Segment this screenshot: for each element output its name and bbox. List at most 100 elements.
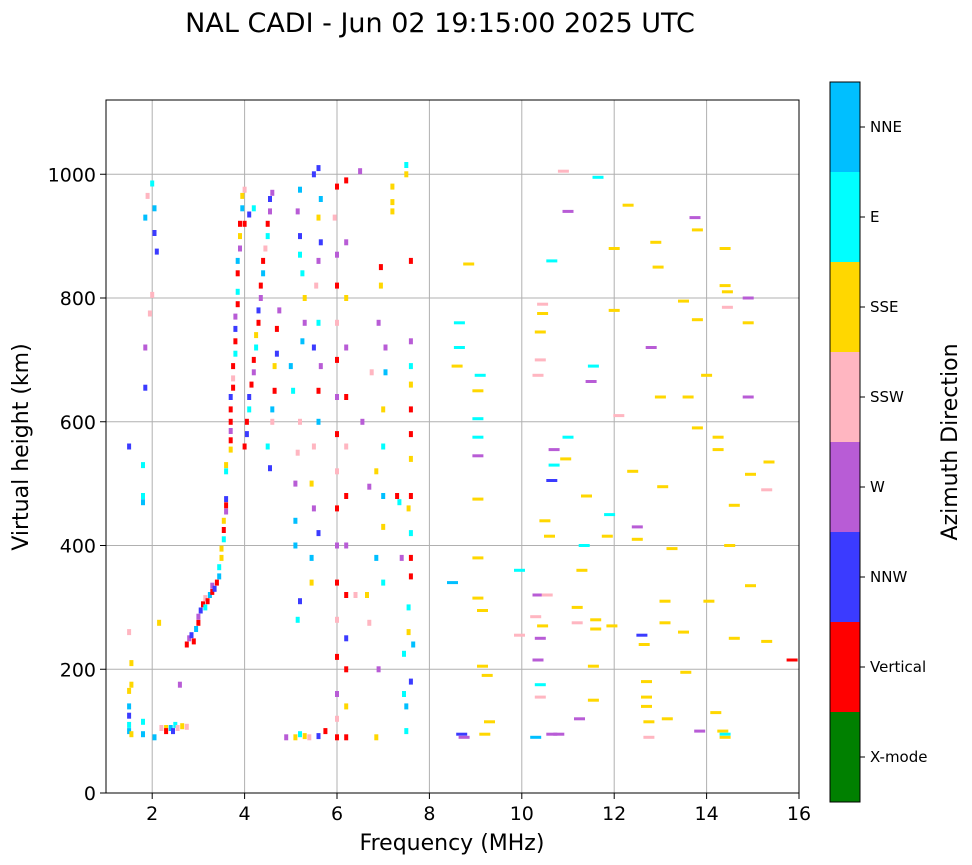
- echo-mark: [381, 523, 386, 530]
- echo-mark: [129, 660, 134, 667]
- echo-mark: [228, 437, 233, 444]
- echo-mark: [344, 666, 349, 673]
- colorbar-segment: [830, 712, 860, 802]
- echo-mark: [344, 703, 349, 710]
- echo-mark: [719, 732, 731, 736]
- echo-mark: [661, 717, 673, 721]
- echo-mark: [541, 593, 553, 597]
- echo-mark: [184, 641, 189, 648]
- echo-mark: [219, 545, 224, 552]
- echo-mark: [742, 321, 754, 325]
- echo-mark: [374, 468, 379, 475]
- echo-mark: [258, 295, 263, 301]
- x-tick-label: 14: [695, 803, 719, 825]
- echo-mark: [335, 394, 339, 400]
- echo-mark: [458, 735, 470, 739]
- plot-background: [106, 100, 799, 793]
- echo-mark: [288, 363, 293, 370]
- echo-mark: [390, 208, 395, 215]
- plot-frame: [105, 99, 800, 794]
- echo-mark: [344, 443, 349, 450]
- echo-mark: [742, 395, 754, 399]
- echo-mark: [576, 568, 588, 572]
- echo-mark: [691, 318, 703, 322]
- echo-mark: [472, 389, 484, 393]
- echo-mark: [127, 721, 132, 728]
- x-tick-label: 8: [423, 803, 435, 825]
- echo-mark: [272, 387, 277, 394]
- echo-mark: [191, 638, 196, 645]
- echo-mark: [318, 196, 323, 202]
- echo-mark: [571, 621, 583, 625]
- echo-mark: [537, 302, 549, 306]
- echo-mark: [311, 171, 316, 178]
- echo-mark: [141, 462, 145, 469]
- echo-mark: [187, 635, 192, 642]
- echo-mark: [590, 618, 602, 622]
- echo-mark: [316, 165, 321, 172]
- echo-mark: [129, 731, 134, 738]
- echo-mark: [293, 734, 298, 741]
- echo-mark: [335, 319, 339, 326]
- echo-mark: [408, 455, 413, 462]
- echo-mark: [530, 615, 542, 619]
- echo-mark: [682, 395, 694, 399]
- echo-mark: [761, 639, 773, 643]
- echo-mark: [300, 338, 305, 345]
- echo-mark: [712, 448, 724, 452]
- echo-mark: [537, 312, 549, 315]
- echo-mark: [456, 732, 468, 736]
- echo-mark: [335, 356, 339, 363]
- echo-mark: [247, 406, 252, 413]
- echo-mark: [311, 344, 316, 351]
- echo-mark: [316, 387, 321, 394]
- echo-mark: [643, 735, 655, 739]
- colorbar-frame: [829, 81, 861, 803]
- echo-mark: [228, 446, 233, 453]
- echo-mark: [376, 666, 381, 673]
- echo-mark: [587, 698, 599, 702]
- echo-mark: [701, 373, 713, 377]
- echo-mark: [408, 573, 413, 580]
- colorbar-tick-label: X-mode: [870, 748, 927, 766]
- echo-mark: [175, 725, 180, 731]
- colorbar-tick-label: NNW: [870, 568, 907, 586]
- echo-mark: [546, 259, 558, 263]
- echo-mark: [180, 723, 185, 730]
- echo-mark: [196, 619, 201, 626]
- echo-mark: [129, 681, 134, 688]
- echo-mark: [479, 732, 491, 736]
- echo-mark: [127, 712, 132, 719]
- colorbar-segment: [830, 352, 860, 442]
- echo-mark: [159, 725, 164, 731]
- y-tick-label: 400: [60, 536, 96, 558]
- echo-mark: [228, 418, 233, 425]
- echo-mark: [309, 480, 314, 487]
- echo-mark: [300, 270, 305, 277]
- echo-mark: [390, 199, 395, 206]
- echo-mark: [592, 175, 604, 179]
- echo-mark: [719, 284, 731, 288]
- echo-mark: [365, 592, 369, 598]
- echo-mark: [249, 381, 254, 388]
- echo-mark: [548, 463, 560, 467]
- echo-mark: [335, 691, 339, 697]
- y-tick-label: 1000: [48, 164, 96, 186]
- echo-mark: [641, 695, 652, 699]
- series-mid-frequency-scatter: [284, 162, 416, 741]
- echo-mark: [291, 387, 296, 394]
- echo-mark: [604, 513, 616, 517]
- echo-mark: [613, 414, 625, 418]
- echo-mark: [608, 247, 620, 250]
- echo-mark: [295, 208, 300, 215]
- echo-mark: [335, 542, 339, 549]
- echo-mark: [298, 233, 302, 240]
- echo-mark: [472, 435, 484, 439]
- series-high-frequency-scatter: [447, 169, 798, 739]
- echo-mark: [383, 344, 388, 351]
- echo-mark: [680, 670, 692, 674]
- echo-mark: [719, 247, 731, 250]
- echo-mark: [381, 579, 386, 586]
- echo-mark: [553, 732, 565, 736]
- series-low-frequency-echoes: [127, 180, 162, 741]
